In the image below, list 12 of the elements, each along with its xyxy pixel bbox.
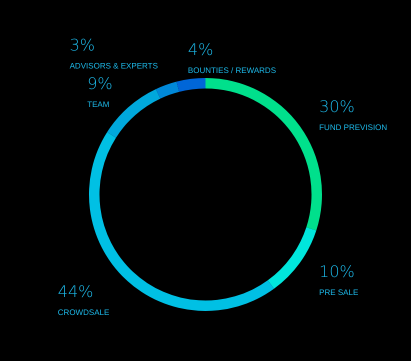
slice-label: CROWDSALE — [58, 308, 110, 317]
data-label: 4% — [188, 40, 214, 60]
data-label: 10% — [319, 262, 355, 282]
slice-label: BOUNTIES / REWARDS — [188, 66, 276, 76]
data-label: 30% — [319, 96, 355, 116]
data-label: 44% — [58, 282, 94, 301]
slice-label: FUND PREVISION — [319, 122, 388, 132]
slice-label: PRE SALE — [319, 288, 358, 298]
slice-label: ADVISORS & EXPERTS — [70, 61, 158, 70]
data-label: 9% — [87, 74, 113, 94]
slice-label: TEAM — [87, 100, 110, 110]
data-label: 3% — [70, 35, 95, 54]
